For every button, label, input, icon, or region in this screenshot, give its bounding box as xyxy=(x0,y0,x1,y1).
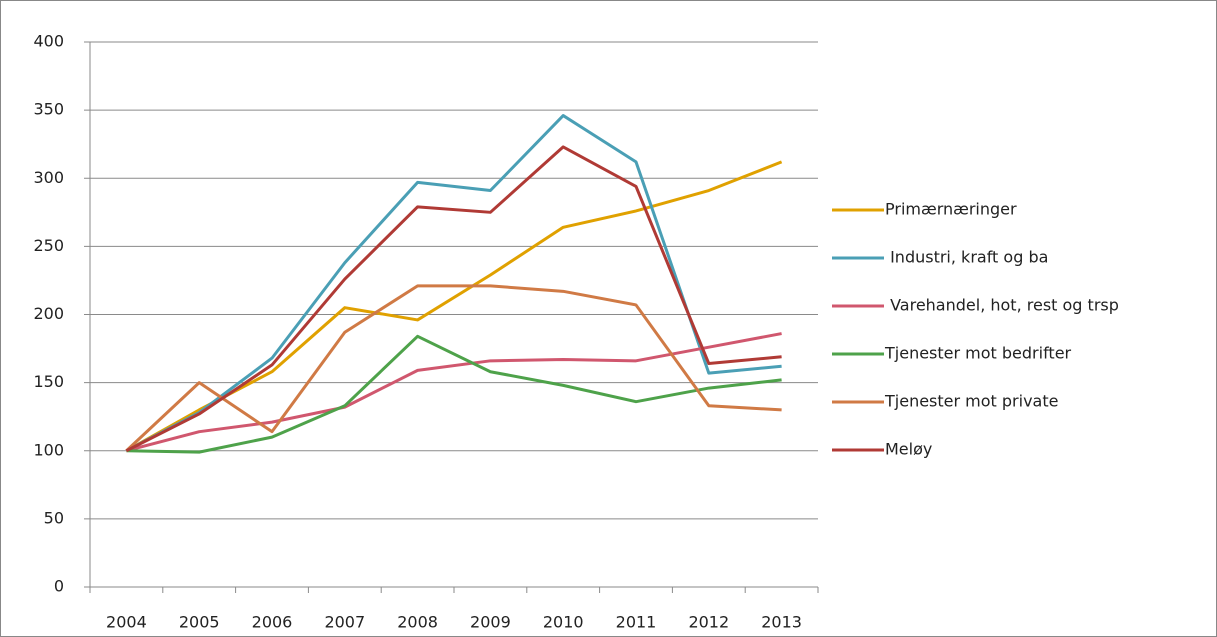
x-tick-label: 2011 xyxy=(616,613,657,632)
x-tick-label: 2004 xyxy=(106,613,147,632)
x-tick-label: 2008 xyxy=(397,613,438,632)
legend-label: Meløy xyxy=(885,440,932,459)
series-line xyxy=(125,284,782,452)
y-tick-label: 0 xyxy=(54,577,64,596)
series-line xyxy=(126,334,782,454)
y-tick-label: 400 xyxy=(33,32,64,51)
x-tick-label: 2012 xyxy=(688,613,729,632)
y-tick-label: 150 xyxy=(33,372,64,391)
y-tick-label: 350 xyxy=(33,100,64,119)
y-tick-label: 250 xyxy=(33,236,64,255)
series-line xyxy=(125,145,782,453)
legend-label: Industri, kraft og ba xyxy=(885,248,1048,267)
y-tick-label: 300 xyxy=(33,168,64,187)
y-tick-label: 50 xyxy=(44,508,64,527)
x-tick-label: 2010 xyxy=(543,613,584,632)
legend-label: Varehandel, hot, rest og trsp xyxy=(885,296,1119,315)
x-tick-label: 2006 xyxy=(252,613,293,632)
y-tick-label: 200 xyxy=(33,304,64,323)
series-line xyxy=(125,114,782,453)
y-tick-label: 100 xyxy=(33,440,64,459)
x-tick-label: 2007 xyxy=(324,613,365,632)
x-tick-label: 2013 xyxy=(761,613,802,632)
legend-label: Tjenester mot private xyxy=(884,392,1058,411)
legend-label: Primærnæringer xyxy=(885,200,1017,219)
legend-label: Tjenester mot bedrifter xyxy=(884,344,1072,363)
x-tick-label: 2009 xyxy=(470,613,511,632)
x-tick-label: 2005 xyxy=(179,613,220,632)
